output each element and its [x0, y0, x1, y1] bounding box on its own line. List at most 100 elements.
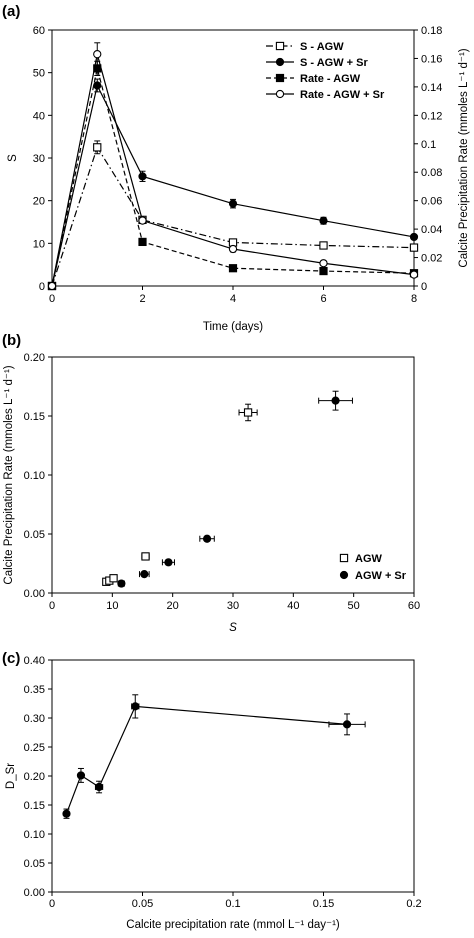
y-tick-label-c: 0.35 — [24, 684, 45, 696]
data-point-a — [93, 81, 102, 90]
data-point-a — [138, 172, 147, 181]
y-tick-label-a: 60 — [33, 25, 45, 37]
data-point-c — [131, 702, 140, 711]
x-tick-label-b: 40 — [287, 600, 299, 612]
y-tick-label-a: 30 — [33, 153, 45, 165]
data-point-a — [409, 232, 419, 242]
x-tick-label-a: 6 — [320, 293, 326, 305]
legend-marker-a — [275, 41, 285, 51]
data-point-a — [47, 281, 57, 291]
legend-marker-a — [275, 89, 285, 99]
x-tick-label-c: 0.05 — [132, 898, 153, 910]
data-point-a — [409, 270, 419, 279]
x-axis-label-a: Time (days) — [203, 321, 263, 333]
panel-label-a: (a) — [2, 3, 20, 20]
series-line-a-1 — [51, 83, 415, 287]
y2-tick-label-a: 0.1 — [421, 139, 436, 151]
series-line-a-3 — [51, 54, 415, 287]
y-axis-label-a: S — [7, 154, 19, 162]
data-point-a — [319, 259, 328, 268]
x-axis-label-b: S — [229, 622, 237, 634]
y-tick-label-b: 0.15 — [24, 411, 45, 423]
data-point-c — [62, 809, 71, 818]
y-tick-label-c: 0.00 — [24, 887, 45, 899]
y2-tick-label-a: 0.06 — [421, 196, 442, 208]
x-tick-label-c: 0.2 — [406, 898, 421, 910]
x-tick-label-b: 0 — [49, 600, 55, 612]
data-point-b — [141, 552, 150, 561]
data-point-b — [109, 574, 118, 583]
data-point-a — [228, 244, 238, 254]
chart-panel-b: (b) 0 10 20 30 40 50 600.000.050.100.150.20 S … — [2, 332, 420, 634]
legend-label-b: AGW + Sr — [355, 570, 407, 582]
legend-marker-b — [339, 570, 349, 580]
legend-label-a: S - AGW + Sr — [300, 57, 368, 69]
legend-label-a: Rate - AGW + Sr — [300, 89, 385, 101]
legend-marker-b — [339, 553, 349, 563]
x-tick-label-c: 0.1 — [225, 898, 240, 910]
data-point-b — [243, 408, 253, 417]
series-line-a-0 — [51, 145, 415, 287]
data-point-b — [117, 579, 126, 588]
data-point-b — [140, 570, 149, 579]
x-tick-label-a: 2 — [139, 293, 145, 305]
y-tick-label-a: 10 — [33, 238, 45, 250]
data-point-c — [94, 782, 104, 792]
data-point-a — [319, 241, 328, 250]
y-tick-label-c: 0.40 — [24, 655, 45, 667]
data-point-a — [93, 143, 102, 152]
y-tick-label-c: 0.20 — [24, 771, 45, 783]
y2-tick-label-a: 0.14 — [421, 82, 442, 94]
data-point-a — [409, 243, 419, 252]
x-tick-label-c: 0.15 — [313, 898, 334, 910]
panel-label-c: (c) — [2, 650, 20, 667]
y-tick-label-c: 0.05 — [24, 858, 45, 870]
x-tick-label-b: 30 — [227, 600, 239, 612]
y-tick-label-a: 0 — [39, 281, 45, 293]
x-axis-label-c: Calcite precipitation rate (mmol L⁻¹ day… — [126, 919, 340, 931]
data-point-a — [138, 216, 147, 225]
data-point-a — [319, 216, 328, 225]
y-tick-label-a: 20 — [33, 196, 45, 208]
legend-marker-a — [275, 57, 285, 67]
x-tick-label-b: 20 — [167, 600, 179, 612]
y-tick-label-a: 50 — [33, 68, 45, 80]
x-tick-label-b: 10 — [106, 600, 118, 612]
legend-label-a: Rate - AGW — [300, 73, 361, 85]
y2-tick-label-a: 0 — [421, 281, 427, 293]
data-point-b — [331, 396, 340, 405]
y2-axis-label-a: Calcite Precipitation Rate (mmoles L⁻¹ d… — [458, 48, 470, 267]
x-tick-label-b: 50 — [348, 600, 360, 612]
y2-tick-label-a: 0.02 — [421, 253, 442, 265]
panel-label-b: (b) — [2, 332, 21, 349]
x-tick-label-a: 8 — [411, 293, 417, 305]
y-tick-label-c: 0.30 — [24, 713, 45, 725]
y2-tick-label-a: 0.18 — [421, 25, 442, 37]
y2-tick-label-a: 0.08 — [421, 167, 442, 179]
y2-tick-label-a: 0.16 — [421, 53, 442, 65]
data-point-a — [228, 199, 238, 208]
y-tick-label-c: 0.10 — [24, 829, 45, 841]
x-tick-label-a: 4 — [230, 293, 236, 305]
series-line-a-2 — [51, 68, 415, 287]
y-axis-label-b: Calcite Precipitation Rate (mmoles L⁻¹ d… — [3, 365, 15, 584]
data-point-b — [164, 558, 173, 567]
data-point-a — [319, 266, 328, 276]
y-axis-label-c: D_Sr — [5, 763, 17, 789]
y2-tick-label-a: 0.04 — [421, 224, 442, 236]
y-tick-label-c: 0.25 — [24, 742, 45, 754]
legend-label-a: S - AGW — [300, 41, 344, 53]
y-tick-label-b: 0.00 — [24, 588, 45, 600]
chart-panel-a: (a) 0 2 4 6 8010203040506000.020.040.060.080… — [2, 3, 470, 333]
x-tick-label-c: 0 — [49, 898, 55, 910]
data-point-b — [202, 534, 212, 543]
data-point-c — [342, 720, 352, 729]
x-tick-label-b: 60 — [408, 600, 420, 612]
data-point-a — [138, 237, 147, 247]
legend-a: S - AGW S - AGW + Sr Rate - AGW Rate - AGW … — [266, 41, 385, 101]
y-tick-label-c: 0.15 — [24, 800, 45, 812]
legend-marker-a — [275, 73, 285, 83]
legend-b: AGW AGW + Sr — [339, 553, 407, 582]
legend-label-b: AGW — [355, 553, 383, 565]
